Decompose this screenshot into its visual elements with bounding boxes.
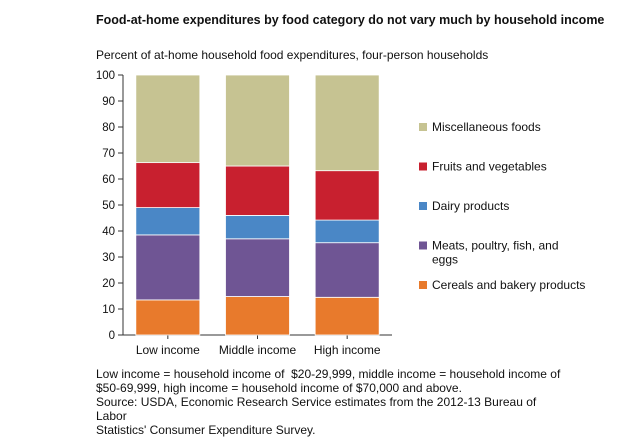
- legend-swatch: [419, 241, 427, 250]
- legend-swatch: [419, 123, 427, 131]
- legend-swatch: [419, 202, 427, 210]
- note-line: $50-69,999, high income = household inco…: [96, 381, 462, 395]
- y-tick-label: 20: [102, 278, 115, 290]
- bar-segment: [225, 165, 290, 216]
- bar-segment: [135, 207, 201, 236]
- bar-segment: [225, 74, 290, 167]
- legend-swatch: [419, 162, 427, 171]
- bar-segment: [225, 214, 290, 240]
- legend-label: Meats, poultry, fish, and eggs: [432, 239, 559, 267]
- legend-label: Fruits and vegetables: [432, 160, 547, 174]
- y-tick-label: 50: [102, 200, 115, 212]
- note-line: Low income = household income of $20-29,…: [96, 367, 561, 381]
- bars: [135, 74, 380, 336]
- y-tick-label: 70: [102, 148, 115, 160]
- bar-segment: [314, 296, 380, 336]
- y-tick-label: 0: [109, 330, 115, 342]
- bar-segment: [135, 162, 201, 208]
- y-tick-label: 100: [96, 70, 115, 82]
- bar-segment: [135, 299, 201, 336]
- legend-label: Dairy products: [432, 199, 509, 213]
- x-tick-label: Middle income: [219, 343, 297, 357]
- legend-label: Miscellaneous foods: [432, 120, 541, 134]
- bar-segment: [135, 74, 201, 164]
- legend-swatch: [419, 281, 427, 289]
- y-tick-label: 90: [102, 96, 115, 108]
- bar-segment: [225, 238, 290, 297]
- y-tick-label: 30: [102, 252, 115, 264]
- y-tick-label: 40: [102, 226, 115, 238]
- legend-label: Cereals and bakery products: [432, 278, 585, 292]
- legend: Miscellaneous foods Fruits and vegetables…: [419, 120, 585, 292]
- bar-segment: [314, 74, 380, 172]
- note-line: Source: USDA, Economic Research Service …: [96, 395, 540, 423]
- x-tick-label: High income: [314, 343, 381, 357]
- note-line: Statistics' Consumer Expenditure Survey.: [96, 423, 316, 437]
- bar-segment: [314, 219, 380, 244]
- chart-notes: Low income = household income of $20-29,…: [96, 367, 566, 437]
- bar-segment: [225, 296, 290, 336]
- y-tick-label: 80: [102, 122, 115, 134]
- y-tick-label: 60: [102, 174, 115, 186]
- bar-segment: [314, 242, 380, 298]
- bar-segment: [135, 234, 201, 301]
- chart-subtitle: Percent of at-home household food expend…: [96, 48, 489, 62]
- chart-title: Food-at-home expenditures by food catego…: [96, 13, 605, 27]
- x-tick-label: Low income: [136, 343, 200, 357]
- y-tick-label: 10: [102, 304, 115, 316]
- bar-segment: [314, 170, 380, 221]
